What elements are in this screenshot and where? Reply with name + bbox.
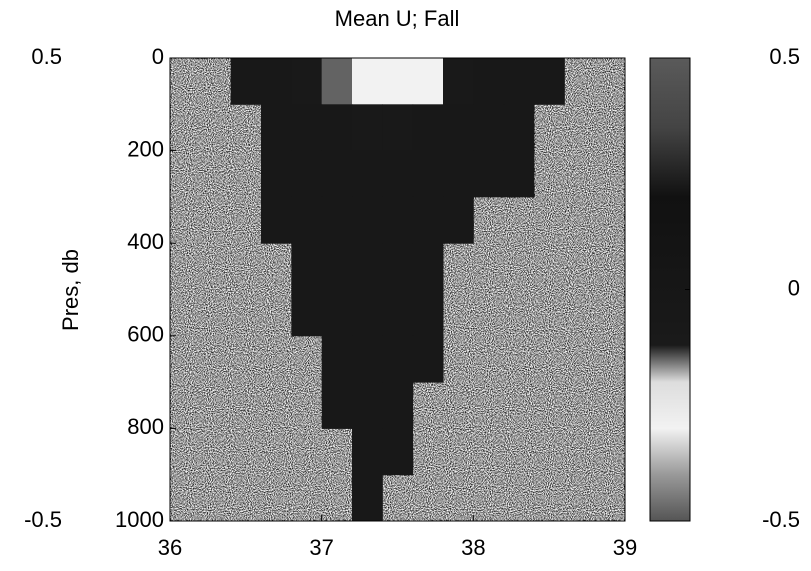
cell (261, 196, 292, 244)
cell (352, 382, 383, 429)
y-tick-label: 0 (152, 44, 164, 69)
cell (261, 104, 292, 152)
cell (261, 150, 292, 198)
plot-frame (169, 57, 626, 522)
cell (382, 150, 414, 198)
cell (412, 289, 444, 337)
cell (352, 335, 383, 383)
cell (321, 335, 353, 383)
cell (291, 58, 323, 105)
cell (382, 335, 414, 383)
cell (412, 150, 444, 198)
cell (412, 58, 444, 105)
cell (443, 150, 474, 198)
cell (382, 104, 414, 152)
cell (321, 58, 353, 105)
colorbar-tick-label: 0 (788, 275, 800, 300)
cell (412, 196, 444, 244)
cell (321, 289, 353, 337)
cell (352, 150, 383, 198)
colorbar-tick-label: 0.5 (769, 44, 800, 69)
cell (412, 104, 444, 152)
cell (382, 382, 414, 429)
cell (352, 474, 383, 522)
chart-title: Mean U; Fall (335, 6, 460, 31)
cell (382, 196, 414, 244)
cell (382, 58, 414, 105)
cell (534, 58, 565, 105)
cell (382, 428, 414, 476)
cells (230, 58, 565, 522)
cell (443, 196, 474, 244)
cell (412, 335, 444, 383)
x-tick-label: 38 (461, 535, 485, 560)
cell (473, 104, 505, 152)
colorbar-tick-label: -0.5 (762, 507, 800, 532)
cell (352, 428, 383, 476)
y2-tick-label: -0.5 (24, 507, 62, 532)
y-tick-label: 200 (127, 136, 164, 161)
cell (443, 58, 474, 105)
cell (321, 243, 353, 290)
colorbar (649, 57, 691, 522)
x-tick-label: 36 (158, 535, 182, 560)
cell (291, 150, 323, 198)
y-tick-label: 400 (127, 229, 164, 254)
cell (321, 150, 353, 198)
cell (473, 58, 505, 105)
cell (352, 243, 383, 290)
cell (473, 150, 505, 198)
cell (382, 243, 414, 290)
cell (291, 196, 323, 244)
cell (503, 58, 535, 105)
cell (352, 58, 383, 105)
cell (352, 289, 383, 337)
cell (503, 150, 535, 198)
cell (321, 104, 353, 152)
x-tick-label: 39 (613, 535, 637, 560)
y2-tick-label: 0.5 (31, 44, 62, 69)
cell (382, 289, 414, 337)
cell (412, 243, 444, 290)
y-tick-label: 1000 (115, 507, 164, 532)
y-tick-label: 600 (127, 322, 164, 347)
y-axis-label: Pres, db (58, 249, 83, 331)
cell (291, 243, 323, 290)
cell (321, 382, 353, 429)
cell (443, 104, 474, 152)
cell (352, 104, 383, 152)
cell (291, 289, 323, 337)
y-tick-label: 800 (127, 414, 164, 439)
cell (503, 104, 535, 152)
cell (352, 196, 383, 244)
cell (261, 58, 292, 105)
x-tick-label: 37 (309, 535, 333, 560)
cell (321, 196, 353, 244)
cell (230, 58, 262, 105)
cell (291, 104, 323, 152)
